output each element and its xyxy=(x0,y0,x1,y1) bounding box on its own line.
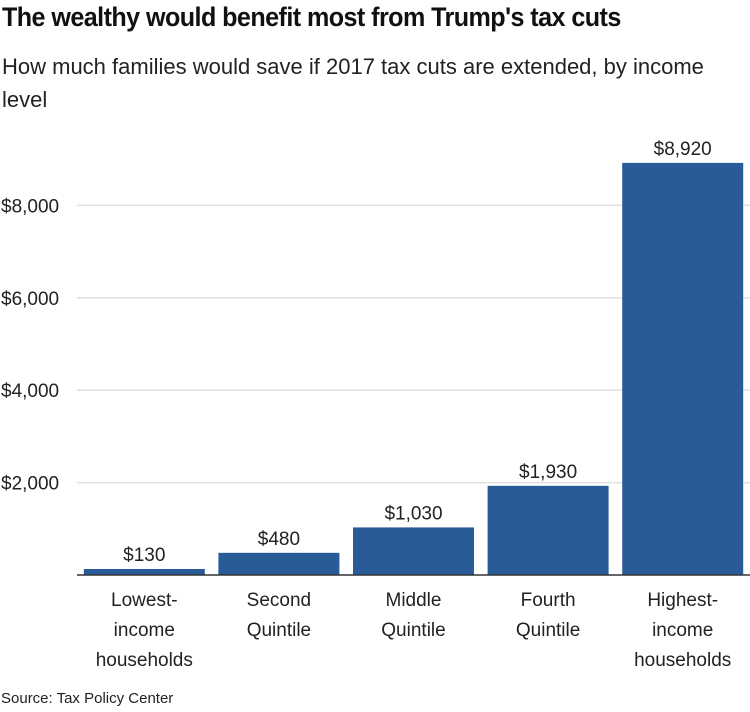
bar xyxy=(487,485,609,575)
bar xyxy=(353,527,474,575)
chart-subtitle: How much families would save if 2017 tax… xyxy=(2,54,704,112)
x-tick-label: Lowest- xyxy=(111,590,178,611)
x-axis-ticks: Lowest-income households Second Quintile Mid… xyxy=(96,590,732,671)
x-tick-label: Highest- xyxy=(647,590,718,611)
bar-value-label: $1,030 xyxy=(384,503,442,524)
bar xyxy=(218,552,340,575)
bar xyxy=(622,162,744,575)
x-tick-label: households xyxy=(96,650,193,671)
x-tick-label: Second xyxy=(247,590,311,611)
y-tick-label: $2,000 xyxy=(1,474,59,495)
chart-title: The wealthy would benefit most from Trum… xyxy=(2,2,621,32)
bar xyxy=(83,568,205,575)
y-tick-label: $8,000 xyxy=(1,196,59,217)
bar-value-label: $480 xyxy=(258,529,300,550)
bar-value-label: $130 xyxy=(123,545,165,566)
bars xyxy=(83,162,744,575)
x-tick-label: Quintile xyxy=(247,620,311,641)
y-tick-label: $6,000 xyxy=(1,289,59,310)
x-tick-label: income xyxy=(652,620,713,641)
x-tick-label: Quintile xyxy=(516,620,580,641)
y-axis-ticks: $2,000 $4,000 $6,000 $8,000 xyxy=(1,196,59,494)
y-tick-label: $4,000 xyxy=(1,381,59,402)
source-note: Source: Tax Policy Center xyxy=(1,690,174,707)
bar-value-label: $8,920 xyxy=(654,139,712,160)
x-tick-label: Fourth xyxy=(521,590,576,611)
x-tick-label: households xyxy=(634,650,731,671)
data-labels: $130 $480 $1,030 $1,930 $8,920 xyxy=(123,139,712,566)
x-tick-label: income xyxy=(114,620,175,641)
x-tick-label: Middle xyxy=(386,590,442,611)
x-tick-label: Quintile xyxy=(381,620,445,641)
bar-value-label: $1,930 xyxy=(519,462,577,483)
